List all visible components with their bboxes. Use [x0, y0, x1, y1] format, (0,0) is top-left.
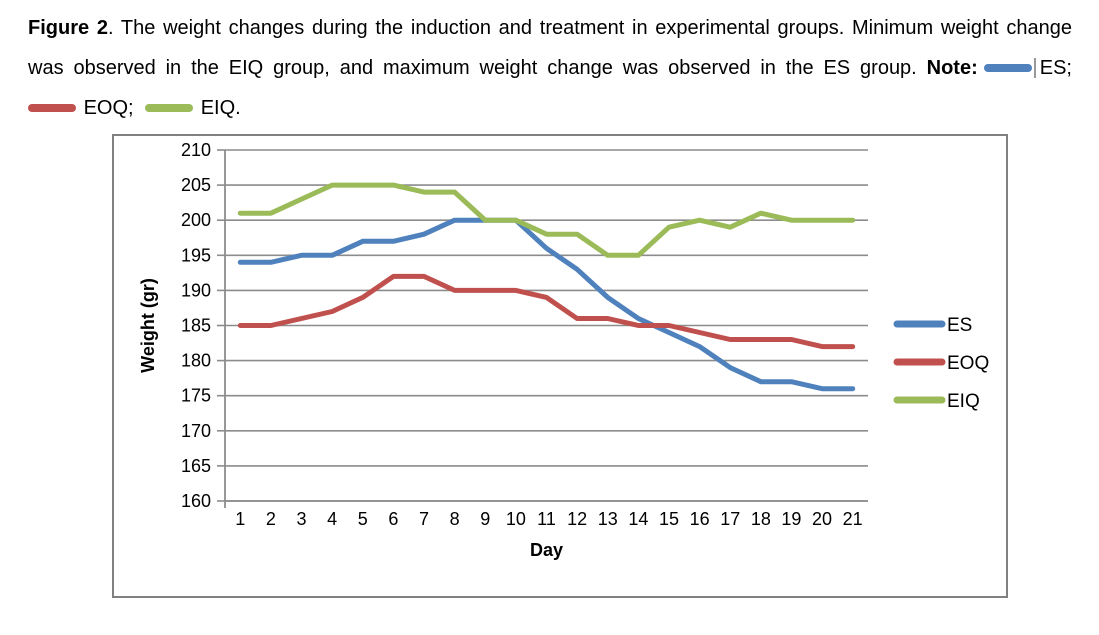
x-axis-title: Day: [530, 540, 563, 560]
figure-label: Figure 2: [28, 17, 108, 39]
x-tick-label-13: 13: [598, 509, 618, 529]
y-tick-label-165: 165: [181, 456, 211, 476]
figure-caption: Figure 2. The weight changes during the …: [28, 8, 1072, 128]
note-item-es: ES;: [978, 57, 1072, 79]
note-item-eiq-label: EIQ.: [200, 97, 241, 119]
series-line-EOQ: [237, 273, 856, 350]
x-tick-label-21: 21: [843, 509, 863, 529]
es-line-swatch-icon: [983, 63, 1032, 72]
y-tick-label-180: 180: [181, 351, 211, 371]
chart-area: 160 165 170 175 180 185 190 195 200 205 210 1 2 3 4 5 6 7…: [112, 134, 1008, 598]
y-tick-label-195: 195: [181, 245, 211, 265]
legend-label-EOQ: EOQ: [947, 353, 989, 374]
eoq-line-swatch-icon: [28, 103, 76, 112]
note-label: Note:: [926, 57, 978, 79]
x-tick-label-18: 18: [751, 509, 771, 529]
y-tick-label-205: 205: [181, 175, 211, 195]
y-tick-label-175: 175: [181, 386, 211, 406]
note-item-es-label: ES;: [1039, 57, 1072, 79]
y-tick-label-190: 190: [181, 280, 211, 300]
note-item-eoq: EOQ;: [28, 97, 134, 119]
legend-label-ES: ES: [947, 315, 972, 336]
y-tick-label-210: 210: [181, 140, 211, 160]
note-item-eoq-label: EOQ;: [83, 97, 134, 119]
legend-label-EIQ: EIQ: [947, 391, 980, 412]
x-tick-label-14: 14: [628, 509, 648, 529]
series-line-ES: [237, 217, 856, 392]
x-tick-label-19: 19: [781, 509, 801, 529]
caption-text-2: was observed in the EIQ group, and maxim…: [28, 57, 927, 79]
x-tick-label-11: 11: [537, 509, 556, 529]
x-tick-label-15: 15: [659, 509, 679, 529]
x-tick-label-12: 12: [567, 509, 587, 529]
series-line-EIQ: [237, 182, 856, 258]
note-swatch-divider: [1033, 57, 1036, 78]
x-tick-label-8: 8: [450, 509, 460, 529]
x-tick-label-3: 3: [297, 509, 307, 529]
y-tick-label-170: 170: [181, 421, 211, 441]
x-tick-label-20: 20: [812, 509, 832, 529]
caption-line-3: EOQ; EIQ.: [28, 88, 1072, 128]
x-tick-label-6: 6: [388, 509, 398, 529]
caption-text-1: . The weight changes during the inductio…: [107, 17, 1072, 39]
x-tick-label-16: 16: [690, 509, 710, 529]
caption-line-1: Figure 2. The weight changes during the …: [28, 8, 1072, 48]
y-tick-label-185: 185: [181, 316, 211, 336]
y-axis-title: Weight (gr): [138, 278, 158, 373]
x-tick-label-4: 4: [327, 509, 337, 529]
eiq-line-swatch-icon: [145, 103, 194, 112]
caption-line-2: was observed in the EIQ group, and maxim…: [28, 48, 1072, 88]
x-tick-label-10: 10: [506, 509, 526, 529]
x-tick-label-5: 5: [358, 509, 368, 529]
x-tick-label-17: 17: [720, 509, 740, 529]
x-tick-label-2: 2: [266, 509, 276, 529]
note-item-eiq: EIQ.: [139, 97, 241, 119]
y-tick-label-200: 200: [181, 210, 211, 230]
x-tick-label-1: 1: [235, 509, 245, 529]
x-tick-label-7: 7: [419, 509, 429, 529]
x-tick-label-9: 9: [480, 509, 490, 529]
y-tick-label-160: 160: [181, 491, 211, 511]
